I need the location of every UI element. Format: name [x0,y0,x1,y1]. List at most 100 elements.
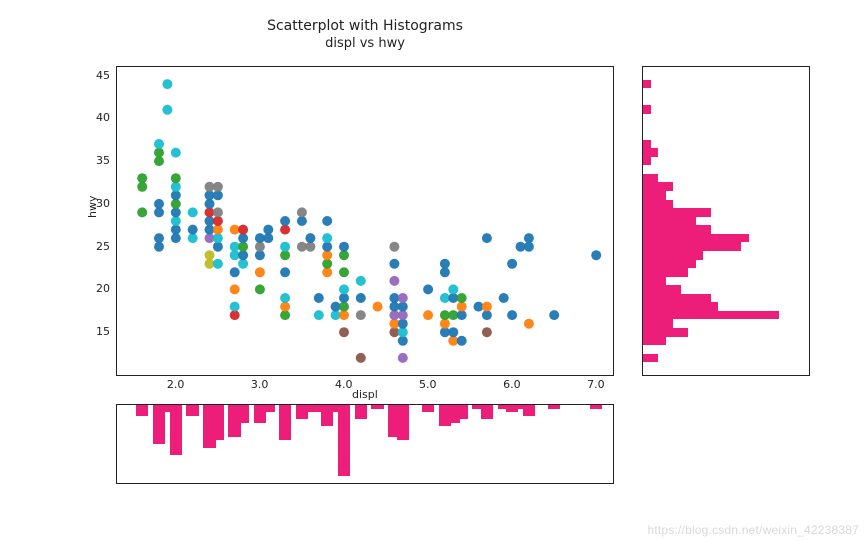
scatter-point [322,233,332,243]
scatter-point [482,302,492,312]
scatter-point [356,310,366,320]
scatter-point [162,79,172,89]
hist-bar-bottom [186,405,198,416]
scatter-point [507,259,517,269]
scatter-point [440,319,450,329]
scatter-point [171,216,181,226]
scatter-point [373,302,383,312]
hist-bar-right [643,319,673,328]
scatter-point [339,242,349,252]
scatter-point [137,207,147,217]
hist-bar-right [643,259,696,268]
scatter-point [213,225,223,235]
scatter-point [591,250,601,260]
scatter-point [154,242,164,252]
hist-bar-bottom [590,405,602,409]
hist-bar-right [643,285,681,294]
watermark-text: https://blog.csdn.net/weixin_42238387 [647,523,859,537]
hist-bar-right [643,148,658,157]
hist-bar-bottom [279,405,291,440]
hist-bar-bottom [136,405,148,416]
y-tick: 25 [86,240,110,253]
scatter-point [389,242,399,252]
scatter-point [213,182,223,192]
scatter-point [280,216,290,226]
hist-bar-right [643,251,703,260]
scatter-point [171,148,181,158]
scatter-point [238,225,248,235]
y-tick: 45 [86,69,110,82]
scatter-point [188,225,198,235]
hist-bar-right [643,174,658,183]
hist-bar-bottom [455,405,467,419]
scatter-point [398,293,408,303]
scatter-point [339,302,349,312]
scatter-point [280,302,290,312]
hist-bar-right [643,225,711,234]
hist-bar-right [643,328,688,337]
scatter-point [398,319,408,329]
x-tick: 5.0 [419,378,437,391]
hist-bar-bottom [371,405,383,409]
scatter-point [389,276,399,286]
scatter-point [339,284,349,294]
x-tick: 6.0 [503,378,521,391]
hist-bar-right [643,354,658,363]
y-tick: 20 [86,282,110,295]
scatter-point [230,267,240,277]
scatter-point [524,319,534,329]
scatter-point [205,250,215,260]
scatter-point [137,173,147,183]
chart-subtitle: displ vs hwy [116,36,614,51]
hist-bar-right [643,311,779,320]
y-tick: 30 [86,197,110,210]
hist-bar-right [643,242,741,251]
scatter-point [213,216,223,226]
hist-bar-bottom [422,405,434,412]
hist-bar-bottom [355,405,367,419]
x-tick: 3.0 [251,378,269,391]
scatter-point [213,259,223,269]
y-tick: 15 [86,325,110,338]
scatter-point [154,199,164,209]
scatter-point [398,353,408,363]
hist-bar-right [643,336,666,345]
scatter-point [171,225,181,235]
scatter-point [255,242,265,252]
hist-bar-bottom [212,405,224,440]
scatter-point [322,259,332,269]
scatter-point [280,293,290,303]
scatter-point [171,182,181,192]
hist-bar-bottom [170,405,182,455]
scatter-point [137,182,147,192]
scatter-point [154,148,164,158]
scatter-panel [116,66,614,376]
scatter-point [154,156,164,166]
scatter-point [280,267,290,277]
hist-bar-bottom [548,405,560,409]
scatter-point [398,336,408,346]
scatter-point [238,259,248,269]
scatter-point [280,242,290,252]
scatter-point [322,242,332,252]
scatter-point [255,267,265,277]
hist-bar-bottom [262,405,274,412]
scatter-point [448,327,458,337]
hist-bar-bottom [237,405,249,423]
scatter-point [499,293,509,303]
hist-bar-right [643,268,688,277]
scatter-point [457,336,467,346]
chart-title: Scatterplot with Histograms [116,18,614,34]
scatter-point [263,225,273,235]
scatter-point [238,242,248,252]
hist-bar-right [643,302,718,311]
hist-bar-right [643,277,666,286]
scatter-point [507,310,517,320]
y-tick: 35 [86,154,110,167]
hist-bar-right [643,234,749,243]
scatter-point [356,293,366,303]
scatter-point [457,293,467,303]
scatter-point [339,327,349,337]
scatter-point [280,225,290,235]
scatter-point [162,105,172,115]
